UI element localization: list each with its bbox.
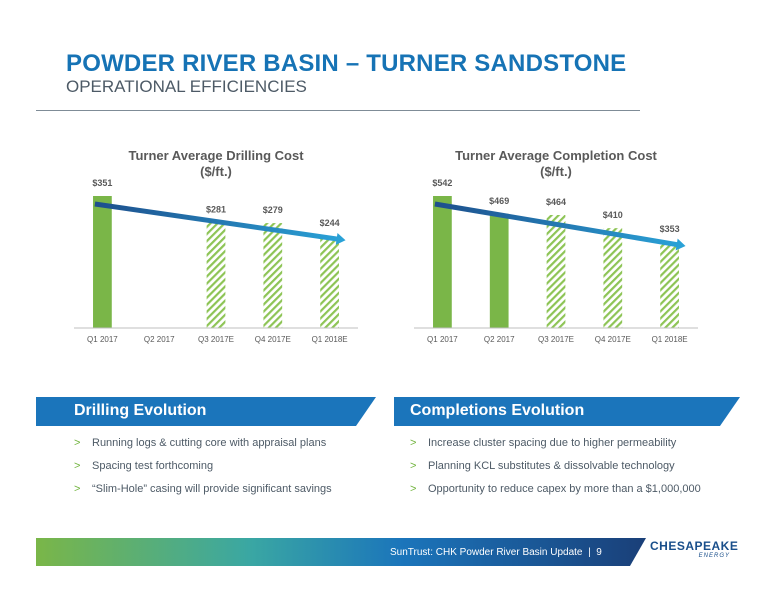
page-title: POWDER RIVER BASIN – TURNER SANDSTONE bbox=[66, 50, 627, 77]
list-item: > “Slim-Hole” casing will provide signifi… bbox=[74, 483, 374, 496]
footer-caption: SunTrust: CHK Powder River Basin Update … bbox=[390, 547, 602, 558]
x-tick-label: Q1 2018E bbox=[312, 335, 348, 344]
chart-bar bbox=[206, 222, 226, 328]
completions-bullet-list: > Increase cluster spacing due to higher … bbox=[410, 437, 710, 506]
x-tick-label: Q4 2017E bbox=[595, 335, 631, 344]
x-tick-label: Q1 2017 bbox=[87, 335, 118, 344]
list-item: > Opportunity to reduce capex by more tha… bbox=[410, 483, 710, 496]
bar-value-label: $279 bbox=[263, 205, 283, 215]
banner-shape bbox=[36, 397, 376, 426]
bar-value-label: $351 bbox=[92, 178, 112, 188]
drilling-bullet-list: > Running logs & cutting core with apprai… bbox=[74, 437, 374, 506]
bullet-arrow-icon: > bbox=[74, 437, 81, 449]
logo-tagline: ENERGY bbox=[698, 553, 730, 559]
page-subtitle: OPERATIONAL EFFICIENCIES bbox=[66, 77, 307, 96]
completions-evolution-heading: Completions Evolution bbox=[410, 402, 585, 419]
chart-title-line: Turner Average Drilling Cost bbox=[128, 148, 304, 163]
bullet-arrow-icon: > bbox=[74, 483, 81, 495]
page-number: 9 bbox=[596, 547, 602, 558]
bullet-text: Increase cluster spacing due to higher p… bbox=[428, 437, 677, 449]
chart-bar bbox=[603, 228, 623, 328]
bullet-arrow-icon: > bbox=[74, 460, 81, 472]
chart-title-line: ($/ft.) bbox=[200, 164, 232, 179]
bullet-text: “Slim-Hole” casing will provide signific… bbox=[92, 483, 332, 495]
footer-stripe bbox=[36, 538, 646, 566]
drilling-evolution-banner: Drilling Evolution bbox=[36, 397, 376, 426]
bar-value-label: $244 bbox=[320, 218, 340, 228]
bullet-text: Planning KCL substitutes & dissolvable t… bbox=[428, 460, 675, 472]
bullet-text: Spacing test forthcoming bbox=[92, 460, 214, 472]
x-tick-label: Q2 2017 bbox=[484, 335, 515, 344]
x-tick-label: Q1 2017 bbox=[427, 335, 458, 344]
x-tick-label: Q3 2017E bbox=[538, 335, 574, 344]
list-item: > Spacing test forthcoming bbox=[74, 460, 374, 473]
chart-title-line: ($/ft.) bbox=[540, 164, 572, 179]
list-item: > Running logs & cutting core with apprai… bbox=[74, 437, 374, 450]
chart-bar bbox=[433, 196, 452, 328]
chart-svg: Turner Average Drilling Cost($/ft.) $351 Q… bbox=[74, 148, 358, 344]
list-item: > Planning KCL substitutes & dissolvable … bbox=[410, 460, 710, 473]
bullet-arrow-icon: > bbox=[410, 460, 417, 472]
chart-bar bbox=[660, 242, 679, 328]
completions-evolution-banner: Completions Evolution bbox=[394, 397, 740, 426]
chart-bar bbox=[320, 236, 339, 328]
list-item: > Increase cluster spacing due to higher … bbox=[410, 437, 710, 450]
bullet-arrow-icon: > bbox=[410, 483, 417, 495]
chart-title-line: Turner Average Completion Cost bbox=[455, 148, 657, 163]
drilling-evolution-heading: Drilling Evolution bbox=[74, 402, 207, 419]
chart-bar bbox=[489, 213, 509, 328]
title-divider bbox=[36, 110, 640, 111]
chart-bar bbox=[546, 214, 566, 328]
logo-name: CHESAPEAKE bbox=[650, 539, 739, 553]
x-tick-label: Q3 2017E bbox=[198, 335, 234, 344]
bar-value-label: $464 bbox=[546, 197, 566, 207]
bullet-arrow-icon: > bbox=[410, 437, 417, 449]
x-tick-label: Q2 2017 bbox=[144, 335, 175, 344]
bar-value-label: $410 bbox=[603, 210, 623, 220]
x-tick-label: Q4 2017E bbox=[255, 335, 291, 344]
footer-separator: | bbox=[588, 547, 591, 558]
drilling-cost-chart: Turner Average Drilling Cost ($/ft.) $351 Q… bbox=[66, 140, 366, 350]
bar-value-label: $353 bbox=[660, 224, 680, 234]
footer-title: SunTrust: CHK Powder River Basin Update bbox=[390, 547, 583, 558]
bar-value-label: $281 bbox=[206, 204, 226, 214]
chart-svg: Turner Average Completion Cost($/ft.) $54… bbox=[414, 148, 698, 344]
footer-stripe-shape bbox=[36, 538, 646, 566]
trend-arrow bbox=[94, 201, 346, 245]
bar-value-label: $469 bbox=[489, 196, 509, 206]
bar-value-label: $542 bbox=[432, 178, 452, 188]
trend-arrow bbox=[434, 201, 686, 251]
bullet-text: Opportunity to reduce capex by more than… bbox=[428, 483, 701, 495]
completion-cost-chart: Turner Average Completion Cost ($/ft.) $54… bbox=[406, 140, 706, 350]
bullet-text: Running logs & cutting core with apprais… bbox=[92, 437, 327, 449]
chart-bar bbox=[93, 196, 112, 328]
chart-bar bbox=[263, 223, 283, 328]
banner-shape bbox=[394, 397, 740, 426]
chesapeake-logo: CHESAPEAKE ENERGY bbox=[650, 539, 739, 559]
x-tick-label: Q1 2018E bbox=[652, 335, 688, 344]
